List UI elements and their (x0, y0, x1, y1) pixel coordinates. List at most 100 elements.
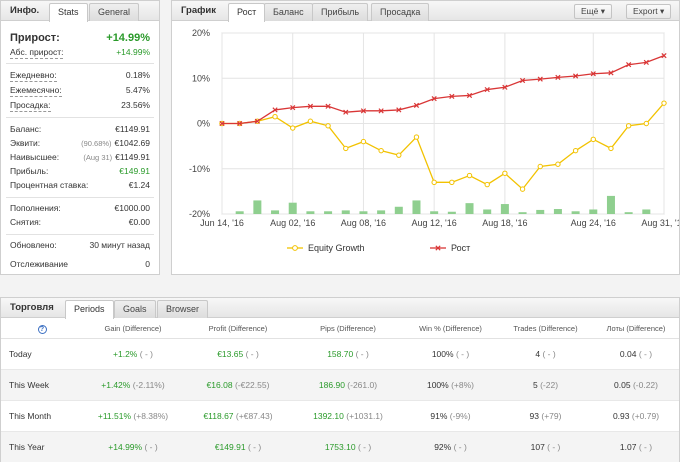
win-value: 100% (426, 379, 449, 390)
help-icon[interactable]: ? (37, 324, 47, 334)
trading-tabbar: Торговля Periods Goals Browser (1, 298, 679, 319)
x-axis-labels: Jun 14, '16 Aug 02, '16 Aug 08, '16 Aug 12,… (200, 218, 679, 228)
growth-line (222, 55, 665, 125)
balance-label: Баланс: (10, 124, 42, 134)
volume-bar (589, 209, 598, 214)
highest-value-wrap: (Aug 31) €1149.91 (83, 152, 150, 163)
win-value: 92% (434, 441, 452, 452)
tab-balance[interactable]: Баланс (264, 3, 313, 21)
deposits-value: €1000.00 (114, 203, 150, 213)
equity-point (413, 134, 420, 140)
volume-bar (447, 211, 456, 214)
x-tick-label: Aug 08, '16 (341, 218, 386, 228)
x-tick-label: Aug 24, '16 (571, 218, 616, 228)
profit-value: €16.08 (206, 379, 233, 390)
trades-cell: 5 (-22) (498, 369, 593, 401)
lots-difference: (+0.79) (631, 410, 660, 421)
highest-value: €1149.91 (115, 152, 150, 162)
y-tick-label: 0% (197, 119, 210, 129)
growth-label: Прирост: (10, 32, 60, 44)
export-label: Export (633, 6, 658, 16)
pips-cell: 1753.10 ( - ) (293, 431, 403, 462)
volume-bar (253, 200, 262, 214)
pips-cell: 1392.10 (+1031.1) (293, 400, 403, 432)
monthly-label[interactable]: Ежемесячно: (10, 85, 62, 97)
drawdown-row: Просадка: 23.56% (10, 100, 150, 112)
pips-value: 1753.10 (324, 441, 356, 452)
profit-difference: ( - ) (247, 441, 262, 452)
profit-difference: (+€87.43) (235, 410, 273, 421)
volume-bar (606, 195, 615, 214)
col-lots: Лоты (Difference) (593, 320, 679, 339)
pips-difference: (+1031.1) (346, 410, 383, 421)
volume-bar (465, 203, 474, 214)
tab-periods[interactable]: Periods (65, 300, 114, 319)
gain-difference: (+8.38%) (133, 410, 169, 421)
table-row: Today +1.2% ( - ) €13.65 ( - ) 158.70 ( - )… (1, 338, 679, 370)
abs-growth-label[interactable]: Абс. прирост: (10, 47, 64, 59)
tab-general[interactable]: General (89, 3, 140, 21)
tab-growth[interactable]: Рост (228, 3, 266, 22)
growth-point (290, 105, 296, 111)
win-cell: 92% ( - ) (403, 431, 498, 462)
drawdown-label[interactable]: Просадка: (10, 100, 51, 112)
equity-percent: (90.68%) (81, 139, 112, 148)
tab-profit[interactable]: Прибыль (312, 3, 369, 21)
help-header: ? (1, 320, 83, 339)
tab-stats[interactable]: Stats (49, 3, 88, 22)
lots-value: 0.04 (619, 348, 637, 359)
y-tick-label: -10% (189, 164, 210, 174)
growth-point (307, 103, 314, 109)
gain-value: +14.99% (108, 441, 143, 452)
growth-value: +14.99% (106, 32, 150, 44)
profit-value: €118.67 (203, 410, 234, 421)
tab-goals[interactable]: Goals (114, 300, 156, 318)
growth-point (537, 76, 543, 82)
table-row: This Year +14.99% ( - ) €149.91 ( - ) 1753.… (1, 431, 679, 462)
profit-cell: €13.65 ( - ) (183, 338, 293, 370)
growth-point (343, 109, 349, 115)
equity-point (484, 181, 490, 188)
tab-drawdown[interactable]: Просадка (371, 3, 430, 21)
equity-point (608, 145, 614, 152)
equity-point (537, 163, 543, 170)
growth-point (431, 95, 437, 102)
highest-label: Наивысшее: (10, 152, 60, 162)
tab-browser[interactable]: Browser (157, 300, 209, 318)
gain-difference: (-2.11%) (132, 379, 165, 390)
x-tick-label: Aug 18, '16 (482, 218, 527, 228)
win-value: 91% (430, 410, 448, 421)
volume-bar (536, 209, 545, 214)
daily-label[interactable]: Ежедневно: (10, 70, 57, 82)
equity-point (555, 161, 561, 167)
y-tick-label: -20% (189, 209, 210, 219)
stats-tabbar: Инфо. Stats General (1, 1, 159, 22)
volume-bar (359, 211, 368, 214)
volume-bar (571, 211, 580, 214)
volume-bars (235, 195, 651, 214)
growth-point (590, 71, 596, 77)
profit-value: €149.91 (119, 166, 150, 176)
gain-difference: ( - ) (139, 348, 153, 359)
volume-bar (500, 204, 509, 214)
pips-difference: ( - ) (357, 441, 372, 452)
growth-point (272, 107, 278, 113)
win-cell: 100% ( - ) (403, 338, 498, 370)
period-name: This Week (1, 369, 83, 401)
equity-value: €1042.69 (114, 138, 150, 148)
pips-value: 186.90 (318, 379, 345, 390)
growth-point (643, 59, 649, 66)
interest-row: Процентная ставка: €1.24 (10, 180, 150, 191)
win-difference: ( - ) (455, 348, 470, 359)
equity-value-wrap: (90.68%) €1042.69 (81, 138, 150, 149)
interest-value: €1.24 (128, 180, 150, 190)
win-difference: (-9%) (449, 410, 471, 421)
export-button[interactable]: Export ▾ (626, 4, 672, 19)
volume-bar (642, 209, 651, 214)
lots-cell: 0.04 ( - ) (593, 338, 679, 370)
withdrawals-label: Снятия: (10, 217, 42, 227)
lots-difference: ( - ) (638, 348, 653, 359)
win-cell: 91% (-9%) (403, 400, 498, 432)
equity-point (625, 123, 632, 129)
more-button[interactable]: Ещё ▾ (574, 4, 613, 19)
